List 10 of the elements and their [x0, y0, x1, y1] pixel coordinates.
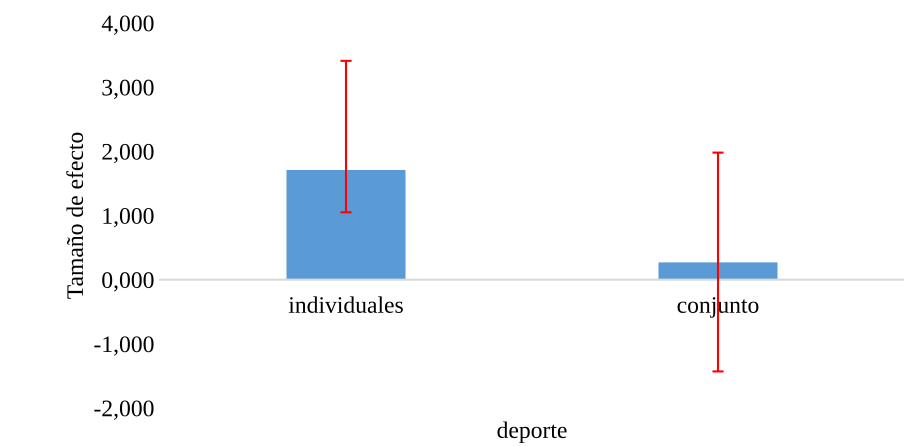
- y-axis-title: Tamaño de efecto: [66, 132, 84, 299]
- x-tick-label: individuales: [288, 296, 403, 313]
- x-axis-title: deporte: [497, 421, 567, 443]
- y-tick-label: 3,000: [102, 80, 154, 99]
- y-tick-label: 1,000: [103, 208, 154, 228]
- y-tick-label: 2,000: [102, 144, 154, 164]
- y-tick-label: 4,000: [102, 15, 154, 35]
- y-tick-label: -1,000: [94, 336, 154, 356]
- y-tick-label: -2,000: [94, 400, 154, 420]
- y-tick-label: 0,000: [102, 272, 154, 292]
